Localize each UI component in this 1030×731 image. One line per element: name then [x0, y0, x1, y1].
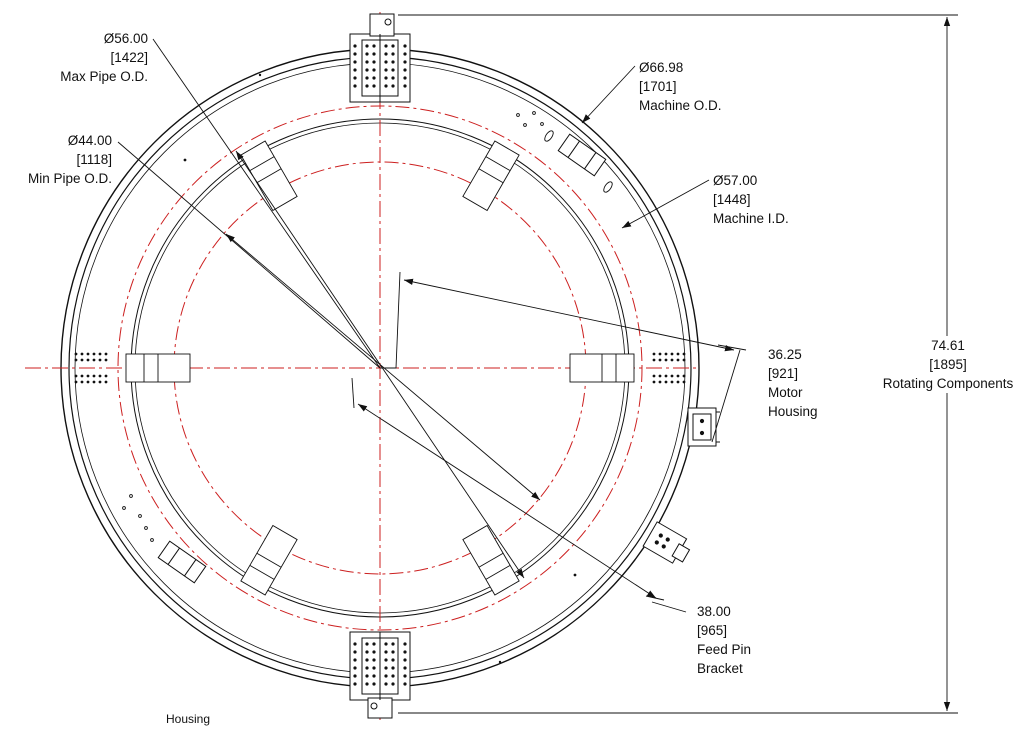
machine-od-desc: Machine O.D. — [639, 98, 722, 113]
motor-housing-dimension — [380, 271, 401, 369]
rotating-components-callout: 74.61 [1895] Rotating Components — [866, 336, 1030, 393]
motor-housing-desc-1: Motor — [768, 385, 803, 400]
top-split-block — [349, 13, 411, 103]
feed-pin-metric: [965] — [697, 623, 728, 638]
max-pipe-callout: Ø56.00 [1422] Max Pipe O.D. — [60, 29, 148, 86]
min-pipe-callout: Ø44.00 [1118] Min Pipe O.D. — [28, 131, 112, 188]
machine-id-callout: Ø57.00 [1448] Machine I.D. — [713, 171, 789, 228]
motor-housing-callout: 36.25 [921] Motor Housing — [768, 345, 818, 421]
machine-id-metric: [1448] — [713, 192, 751, 207]
lower-left-holes — [122, 494, 154, 542]
feed-pin-desc-1: Feed Pin — [697, 642, 752, 657]
upper-right-feed-block — [557, 133, 607, 177]
max-pipe-dim: Ø56.00 — [103, 31, 148, 46]
motor-housing-desc-2: Housing — [768, 404, 818, 419]
lower-left-feed-block — [157, 540, 207, 584]
feed-pin-callout: 38.00 [965] Feed Pin Bracket — [697, 602, 751, 678]
dimension-lines — [117, 14, 958, 714]
feed-pin-desc-2: Bracket — [697, 661, 743, 676]
min-pipe-leader — [117, 141, 381, 369]
motor-housing-metric: [921] — [768, 366, 799, 381]
max-pipe-leader — [152, 38, 381, 369]
left-joint-bolts — [74, 352, 108, 384]
housing-label: Housing — [166, 712, 211, 726]
top-block-bolts — [353, 44, 407, 88]
machine-od-metric: [1701] — [639, 79, 677, 94]
min-pipe-desc: Min Pipe O.D. — [27, 171, 112, 186]
machine-od-leader — [581, 65, 636, 124]
machine-od-dim: Ø66.98 — [639, 60, 684, 75]
right-joint-bolts — [652, 352, 686, 384]
feed-pin-leader — [651, 601, 687, 613]
max-pipe-desc: Max Pipe O.D. — [60, 69, 148, 84]
motor-housing-dim: 36.25 — [768, 347, 802, 362]
min-pipe-dim: Ø44.00 — [67, 133, 112, 148]
feed-pin-bracket — [642, 521, 691, 564]
rotating-desc: Rotating Components — [882, 376, 1014, 391]
machine-id-leader — [621, 179, 710, 229]
rotating-dim: 74.61 — [931, 338, 965, 353]
rotating-metric: [1895] — [929, 357, 967, 372]
bottom-block-bolts — [353, 642, 407, 686]
machine-od-callout: Ø66.98 [1701] Machine O.D. — [639, 58, 722, 115]
machine-id-dim: Ø57.00 — [713, 173, 758, 188]
max-pipe-metric: [1422] — [110, 50, 148, 65]
motor-housing-bracket — [687, 407, 720, 447]
min-pipe-dimension — [225, 233, 541, 501]
bottom-split-block — [349, 631, 411, 719]
feed-pin-dim: 38.00 — [697, 604, 731, 619]
upper-right-slots — [516, 111, 613, 193]
machine-id-desc: Machine I.D. — [713, 211, 789, 226]
min-pipe-metric: [1118] — [76, 152, 112, 167]
